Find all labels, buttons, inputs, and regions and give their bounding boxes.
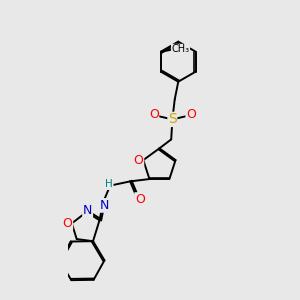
Text: O: O — [134, 154, 143, 166]
Text: N: N — [100, 199, 109, 212]
Text: O: O — [134, 154, 143, 166]
Text: O: O — [63, 217, 73, 230]
Text: O: O — [135, 193, 145, 206]
Text: O: O — [135, 193, 145, 206]
Text: H: H — [105, 179, 113, 189]
Text: O: O — [149, 108, 159, 121]
Text: O: O — [63, 217, 73, 230]
Text: N: N — [83, 204, 92, 217]
Text: O: O — [186, 108, 196, 121]
Text: S: S — [168, 112, 177, 126]
Text: H: H — [105, 179, 113, 189]
Text: N: N — [100, 199, 109, 212]
Text: CH₃: CH₃ — [171, 44, 190, 54]
Text: N: N — [83, 204, 92, 217]
